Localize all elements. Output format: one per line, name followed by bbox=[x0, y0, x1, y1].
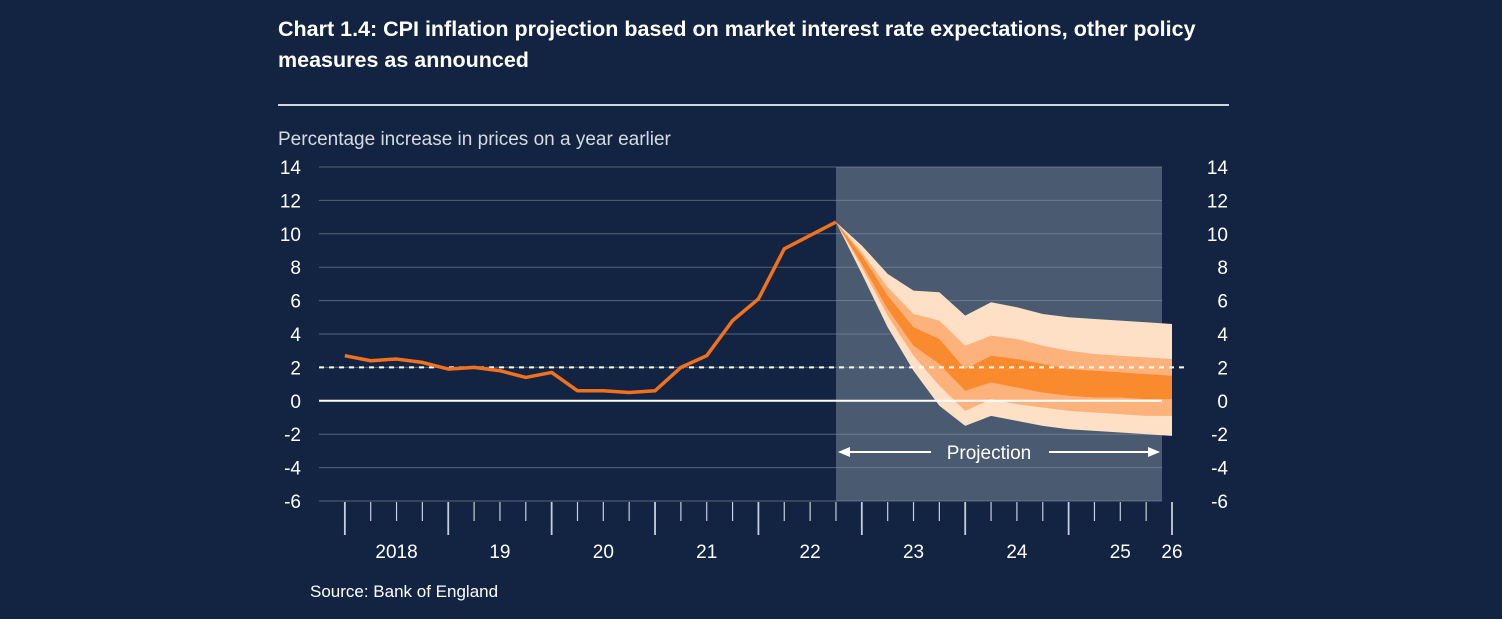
y-tick-label-left: 14 bbox=[280, 158, 302, 179]
fan-band-inner bbox=[835, 222, 1172, 400]
y-tick-label-right: 14 bbox=[1207, 158, 1229, 179]
y-tick-label-left: 2 bbox=[290, 358, 301, 379]
y-tick-label-right: 12 bbox=[1207, 191, 1228, 212]
x-tick-label: 19 bbox=[489, 542, 510, 563]
y-tick-label-left: -4 bbox=[284, 459, 301, 480]
y-tick-label-right: 0 bbox=[1217, 392, 1228, 413]
x-tick-label: 22 bbox=[800, 542, 821, 563]
chart-title: Chart 1.4: CPI inflation projection base… bbox=[278, 17, 1196, 72]
y-tick-label-right: 2 bbox=[1217, 358, 1228, 379]
y-tick-label-right: 6 bbox=[1217, 292, 1228, 313]
projection-label: Projection bbox=[947, 443, 1032, 464]
y-axis-left: 14 12 10 8 6 4 2 0 -2 -4 -6 bbox=[280, 158, 302, 513]
y-axis-label: Percentage increase in prices on a year … bbox=[278, 129, 671, 150]
fan-band-middle bbox=[835, 222, 1172, 416]
x-tick-label: 2018 bbox=[375, 542, 417, 563]
x-tick-label: 21 bbox=[696, 542, 717, 563]
y-tick-label-right: -6 bbox=[1211, 492, 1228, 513]
source-note: Source: Bank of England bbox=[310, 582, 499, 601]
history-line-layer bbox=[344, 220, 837, 395]
x-tick-label: 24 bbox=[1006, 542, 1028, 563]
y-tick-label-left: -6 bbox=[284, 492, 301, 513]
x-tick-label: 20 bbox=[593, 542, 614, 563]
projection-fan bbox=[835, 222, 1172, 436]
y-tick-label-left: -2 bbox=[284, 425, 301, 446]
y-axis-right: 14 12 10 8 6 4 2 0 -2 -4 -6 bbox=[1207, 158, 1229, 513]
y-tick-label-left: 4 bbox=[290, 325, 301, 346]
title-divider bbox=[278, 104, 1229, 106]
x-tick-label: 23 bbox=[903, 542, 924, 563]
projection-annotation: Projection bbox=[837, 443, 1160, 464]
y-tick-label-left: 8 bbox=[290, 258, 301, 279]
y-tick-label-right: -4 bbox=[1211, 459, 1228, 480]
x-tick-label: 25 bbox=[1110, 542, 1131, 563]
y-tick-label-right: -2 bbox=[1211, 425, 1228, 446]
projection-arrowhead-left bbox=[837, 447, 850, 457]
y-tick-label-right: 8 bbox=[1217, 258, 1228, 279]
y-tick-label-left: 0 bbox=[290, 392, 301, 413]
y-tick-label-right: 10 bbox=[1207, 225, 1228, 246]
y-tick-label-left: 6 bbox=[290, 292, 301, 313]
y-tick-label-left: 10 bbox=[280, 225, 301, 246]
y-tick-label-right: 4 bbox=[1217, 325, 1228, 346]
y-tick-label-left: 12 bbox=[280, 191, 301, 212]
x-tick-label: 26 bbox=[1161, 542, 1182, 563]
cpi-history-line bbox=[344, 220, 837, 395]
projection-arrowhead-right bbox=[1148, 447, 1160, 457]
x-axis: 2018 19 20 21 22 23 24 25 26 bbox=[343, 502, 1183, 563]
